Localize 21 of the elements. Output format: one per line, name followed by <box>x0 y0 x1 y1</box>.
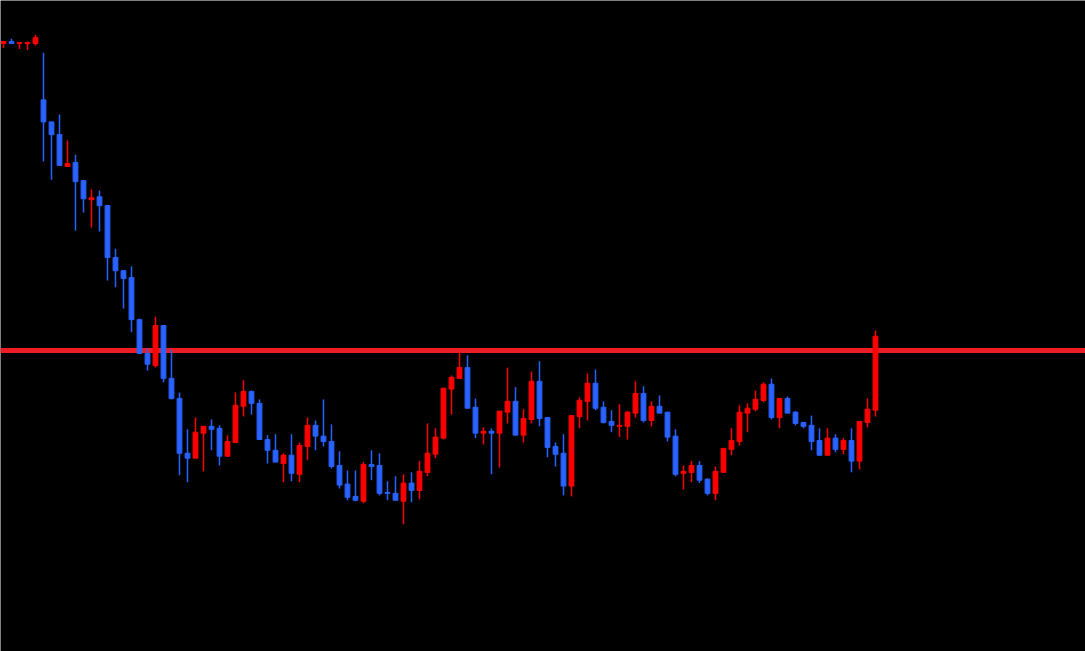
candlestick <box>400 473 407 525</box>
candlestick <box>288 433 295 482</box>
candlestick <box>88 188 95 229</box>
candlestick <box>832 433 839 454</box>
candlestick <box>48 121 55 181</box>
candlestick <box>64 139 71 168</box>
candlestick <box>312 419 319 452</box>
candlestick <box>280 452 287 483</box>
candlestick <box>144 347 151 372</box>
candlestick <box>408 471 415 503</box>
candlestick <box>184 428 191 483</box>
candlestick <box>40 52 47 163</box>
candlestick <box>648 400 655 428</box>
candlestick <box>776 397 783 430</box>
candlestick <box>272 433 279 463</box>
candlestick <box>488 427 495 476</box>
candlestick <box>96 189 103 233</box>
candlestick <box>848 427 855 474</box>
candlestick <box>168 348 175 401</box>
candlestick <box>392 475 399 501</box>
candlestick <box>824 427 831 456</box>
